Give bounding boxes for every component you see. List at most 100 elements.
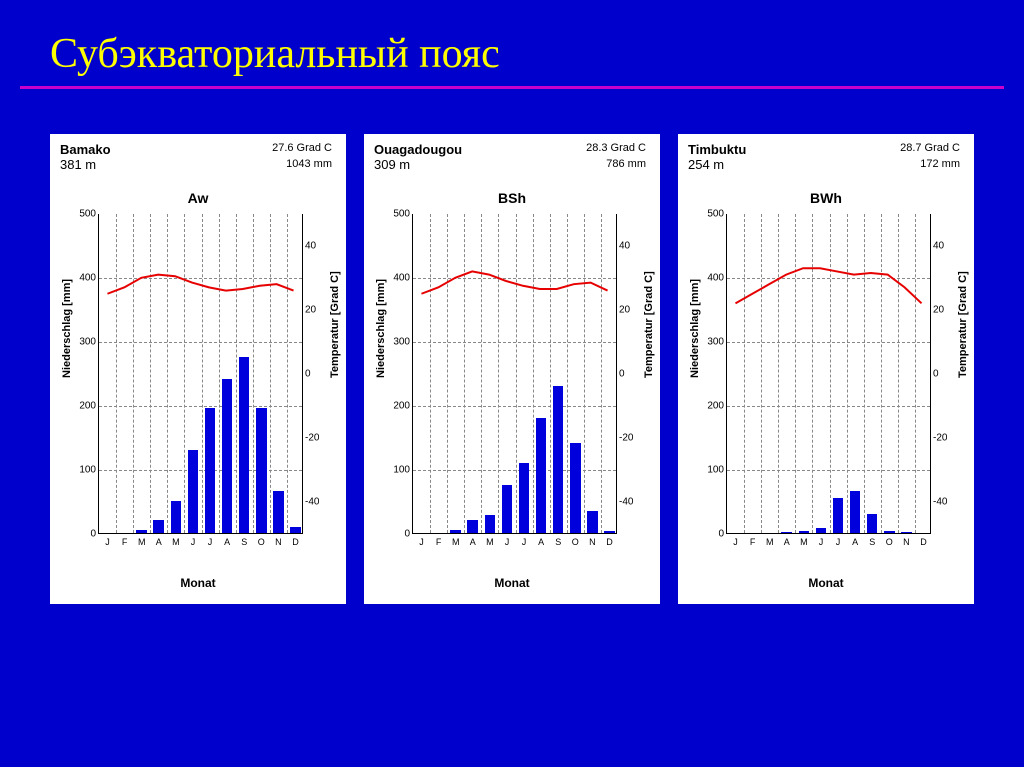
x-tick-month: M xyxy=(138,537,146,547)
mean-temp: 28.3 Grad C xyxy=(586,142,646,154)
y-tick-right: -20 xyxy=(619,433,633,444)
y-axis-right-label: Temperatur [Grad C] xyxy=(957,360,969,378)
x-tick-month: S xyxy=(241,537,247,547)
y-tick-left: 200 xyxy=(393,401,410,412)
climate-chart-ouagadougou: Ouagadougou309 m28.3 Grad C786 mmBShNied… xyxy=(364,134,660,604)
y-tick-left: 300 xyxy=(393,337,410,348)
x-tick-month: A xyxy=(470,537,476,547)
x-tick-month: J xyxy=(733,537,738,547)
x-tick-month: O xyxy=(572,537,579,547)
x-axis-label: Monat xyxy=(50,576,346,590)
x-tick-month: M xyxy=(486,537,494,547)
y-tick-right: 40 xyxy=(619,241,630,252)
x-tick-month: D xyxy=(606,537,613,547)
y-tick-left: 300 xyxy=(79,337,96,348)
slide-title: Субэкваториальный пояс xyxy=(0,0,1024,86)
title-divider xyxy=(20,86,1004,89)
y-tick-right: 0 xyxy=(305,369,311,380)
mean-temp: 28.7 Grad C xyxy=(900,142,960,154)
y-tick-left: 0 xyxy=(718,529,724,540)
temperature-line xyxy=(413,214,616,533)
y-tick-left: 200 xyxy=(707,401,724,412)
x-tick-month: O xyxy=(258,537,265,547)
y-tick-right: -40 xyxy=(933,497,947,508)
x-tick-month: A xyxy=(784,537,790,547)
x-tick-month: J xyxy=(522,537,527,547)
x-tick-month: J xyxy=(505,537,510,547)
y-tick-right: -20 xyxy=(305,433,319,444)
y-axis-right-label: Temperatur [Grad C] xyxy=(643,360,655,378)
mean-temp: 27.6 Grad C xyxy=(272,142,332,154)
x-tick-month: O xyxy=(886,537,893,547)
x-tick-month: J xyxy=(191,537,196,547)
charts-row: Bamako381 m27.6 Grad C1043 mmAwNiedersch… xyxy=(0,134,1024,604)
x-tick-month: A xyxy=(852,537,858,547)
x-tick-month: S xyxy=(869,537,875,547)
x-tick-month: N xyxy=(589,537,596,547)
y-axis-left-label: Niederschlag [mm] xyxy=(689,360,701,378)
climate-chart-bamako: Bamako381 m27.6 Grad C1043 mmAwNiedersch… xyxy=(50,134,346,604)
y-tick-left: 100 xyxy=(393,465,410,476)
x-tick-month: J xyxy=(836,537,841,547)
x-tick-month: M xyxy=(172,537,180,547)
y-tick-left: 500 xyxy=(79,209,96,220)
x-tick-month: J xyxy=(105,537,110,547)
x-tick-month: J xyxy=(208,537,213,547)
y-tick-left: 0 xyxy=(404,529,410,540)
x-axis-label: Monat xyxy=(678,576,974,590)
x-tick-month: J xyxy=(419,537,424,547)
x-tick-month: M xyxy=(766,537,774,547)
plot-area: 0100200300400500-40-2002040JFMAMJJASOND xyxy=(98,214,303,534)
y-axis-left-label: Niederschlag [mm] xyxy=(61,360,73,378)
plot-area: 0100200300400500-40-2002040JFMAMJJASOND xyxy=(726,214,931,534)
x-axis-label: Monat xyxy=(364,576,660,590)
x-tick-month: D xyxy=(292,537,299,547)
chart-header: Ouagadougou309 m28.3 Grad C786 mm xyxy=(374,142,650,172)
y-tick-right: 20 xyxy=(619,305,630,316)
y-tick-right: 20 xyxy=(933,305,944,316)
x-tick-month: A xyxy=(224,537,230,547)
x-tick-month: F xyxy=(750,537,756,547)
x-tick-month: A xyxy=(156,537,162,547)
y-tick-left: 400 xyxy=(707,273,724,284)
y-tick-left: 500 xyxy=(393,209,410,220)
climate-chart-timbuktu: Timbuktu254 m28.7 Grad C172 mmBWhNieders… xyxy=(678,134,974,604)
y-tick-left: 0 xyxy=(90,529,96,540)
y-tick-left: 500 xyxy=(707,209,724,220)
y-tick-left: 200 xyxy=(79,401,96,412)
y-tick-right: 20 xyxy=(305,305,316,316)
y-axis-right-label: Temperatur [Grad C] xyxy=(329,360,341,378)
y-tick-right: 0 xyxy=(933,369,939,380)
annual-precip: 786 mm xyxy=(606,158,646,170)
x-tick-month: N xyxy=(903,537,910,547)
y-axis-left-label: Niederschlag [mm] xyxy=(375,360,387,378)
x-tick-month: J xyxy=(819,537,824,547)
x-tick-month: M xyxy=(452,537,460,547)
plot-area: 0100200300400500-40-2002040JFMAMJJASOND xyxy=(412,214,617,534)
chart-header: Bamako381 m27.6 Grad C1043 mm xyxy=(60,142,336,172)
y-tick-left: 100 xyxy=(707,465,724,476)
climate-code: BSh xyxy=(364,190,660,206)
climate-code: Aw xyxy=(50,190,346,206)
x-tick-month: A xyxy=(538,537,544,547)
y-tick-right: 40 xyxy=(933,241,944,252)
climate-code: BWh xyxy=(678,190,974,206)
y-tick-left: 300 xyxy=(707,337,724,348)
y-tick-right: 0 xyxy=(619,369,625,380)
annual-precip: 172 mm xyxy=(920,158,960,170)
y-tick-right: 40 xyxy=(305,241,316,252)
x-tick-month: M xyxy=(800,537,808,547)
y-tick-right: -40 xyxy=(619,497,633,508)
x-tick-month: F xyxy=(122,537,128,547)
annual-precip: 1043 mm xyxy=(286,158,332,170)
x-tick-month: D xyxy=(920,537,927,547)
y-tick-left: 400 xyxy=(393,273,410,284)
x-tick-month: S xyxy=(555,537,561,547)
y-tick-left: 100 xyxy=(79,465,96,476)
x-tick-month: F xyxy=(436,537,442,547)
temperature-line xyxy=(99,214,302,533)
y-tick-right: -40 xyxy=(305,497,319,508)
y-tick-right: -20 xyxy=(933,433,947,444)
temperature-line xyxy=(727,214,930,533)
chart-header: Timbuktu254 m28.7 Grad C172 mm xyxy=(688,142,964,172)
